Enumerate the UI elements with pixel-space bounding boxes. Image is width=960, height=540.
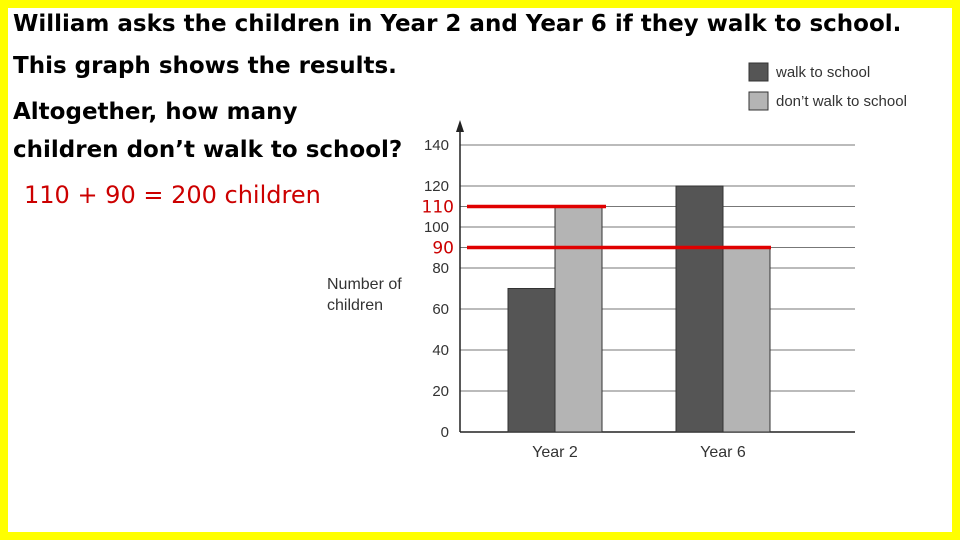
annotation-label: 110 — [422, 198, 454, 218]
y-axis-arrow-icon — [456, 120, 464, 132]
bar — [722, 247, 771, 433]
y-tick-label: 20 — [432, 383, 449, 400]
y-tick-label: 100 — [424, 219, 449, 236]
legend-label: walk to school — [775, 64, 870, 81]
question-line-4: children don’t walk to school? — [13, 137, 403, 163]
bar — [507, 288, 556, 433]
y-tick-label: 140 — [424, 137, 449, 154]
x-category-label: Year 2 — [532, 444, 578, 461]
legend-swatch — [748, 62, 769, 82]
question-line-2: This graph shows the results. — [13, 53, 397, 79]
bar — [554, 206, 603, 433]
y-axis-label-line-1: Number of — [327, 276, 402, 293]
y-tick-label: 40 — [432, 342, 449, 359]
legend-swatch — [748, 91, 769, 111]
y-tick-label: 60 — [432, 301, 449, 318]
bar-chart: 0 20 40 60 80 100 120 140 Number of children Year … — [327, 62, 907, 461]
bar — [675, 185, 724, 433]
annotation-label: 90 — [432, 239, 454, 259]
legend-label: don’t walk to school — [776, 93, 907, 110]
y-tick-label: 120 — [424, 178, 449, 195]
question-line-1: William asks the children in Year 2 and … — [13, 11, 902, 37]
slide: William asks the children in Year 2 and … — [8, 8, 952, 532]
question-line-3: Altogether, how many — [13, 99, 298, 125]
y-tick-label: 80 — [432, 260, 449, 277]
y-tick-label: 0 — [441, 424, 449, 441]
x-category-label: Year 6 — [700, 444, 746, 461]
answer-text: 110 + 90 = 200 children — [24, 181, 321, 209]
y-axis-label-line-2: children — [327, 297, 383, 314]
